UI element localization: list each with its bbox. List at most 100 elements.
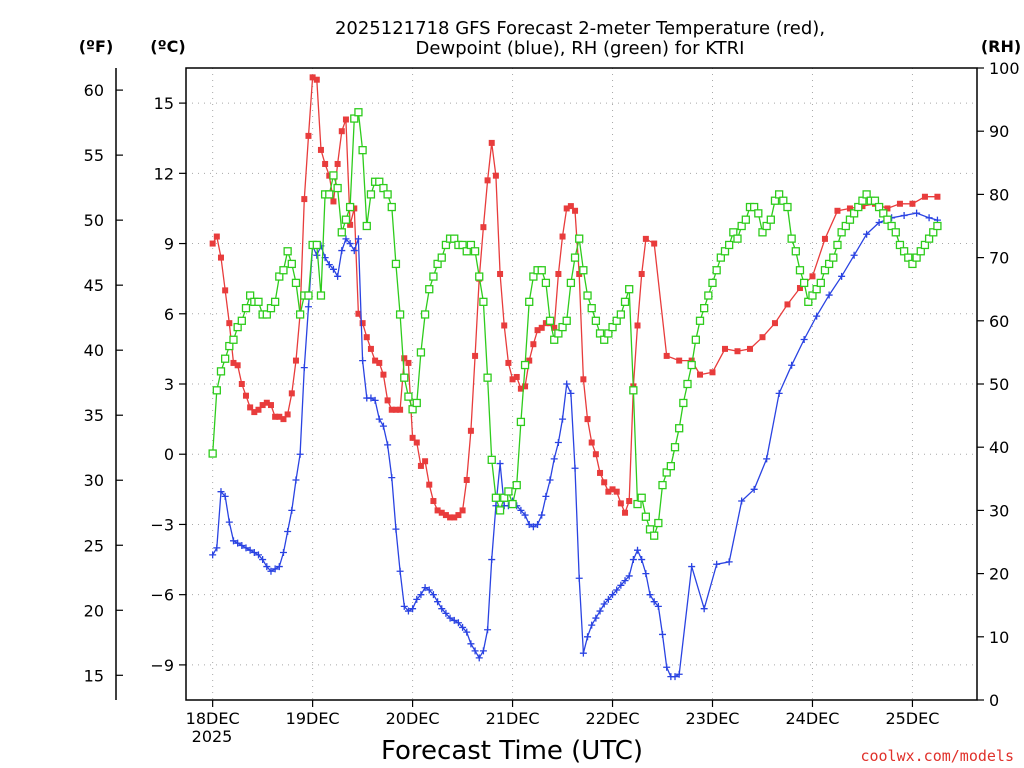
celsius-tick-label: −3: [150, 515, 174, 534]
rh-point: [666, 462, 675, 471]
rh-point: [841, 221, 850, 231]
rh-point: [554, 329, 563, 338]
dewpoint-point: [863, 230, 871, 238]
rh-point: [691, 335, 700, 344]
temperature-point: [417, 462, 424, 469]
rh-point: [616, 310, 626, 319]
temperature-point: [846, 205, 853, 212]
dewpoint-point: [738, 497, 746, 505]
rh-point: [683, 379, 692, 389]
dewpoint-point: [217, 488, 225, 496]
dewpoint-point: [475, 654, 483, 662]
rh-point: [375, 177, 384, 186]
rh-point: [812, 285, 821, 294]
temperature-point: [430, 498, 437, 505]
temperature-point: [534, 327, 541, 334]
dewpoint-point: [638, 556, 646, 564]
temperature-point: [617, 500, 624, 507]
dewpoint-point: [554, 439, 562, 447]
temperature-point: [426, 481, 433, 488]
dewpoint-point: [609, 591, 617, 599]
rh-point: [712, 266, 721, 275]
rh-point: [466, 240, 476, 250]
temperature-point: [330, 198, 337, 205]
rh-point: [437, 253, 446, 262]
fahrenheit-tick-label: 50: [84, 211, 104, 230]
dewpoint-point: [900, 211, 908, 219]
rh-point: [337, 228, 346, 237]
temperature-point: [638, 270, 645, 277]
rh-tick-label: 60: [989, 312, 1009, 331]
temperature-point: [784, 301, 791, 308]
rh-point: [824, 259, 834, 269]
temperature-point: [601, 479, 608, 486]
rh-point: [883, 215, 892, 224]
rh-point: [470, 247, 480, 256]
temperature-point: [230, 359, 237, 366]
dewpoint-point: [238, 542, 246, 550]
rh-point: [854, 202, 863, 212]
rh-point: [629, 386, 638, 395]
rh-point: [808, 291, 817, 300]
temperature-point: [634, 322, 641, 329]
rh-point: [537, 266, 546, 275]
fahrenheit-tick-label: 25: [84, 536, 104, 555]
temperature-point: [209, 240, 216, 247]
dewpoint-point: [234, 539, 242, 547]
temperature-point: [688, 357, 695, 364]
temperature-point: [309, 74, 316, 81]
dewpoint-point: [571, 464, 579, 472]
rh-point: [354, 108, 363, 117]
temperature-point: [934, 193, 941, 200]
temperature-point: [301, 196, 308, 203]
rh-point: [287, 259, 296, 269]
x-axis-year-label: 2025: [192, 727, 233, 746]
dewpoint-point: [413, 595, 421, 603]
dewpoint-point: [254, 551, 262, 559]
rh-point: [729, 228, 738, 237]
temperature-point: [555, 270, 562, 277]
temperature-point: [497, 270, 504, 277]
dewpoint-point: [359, 357, 367, 365]
rh-point: [545, 316, 555, 325]
temperature-point: [759, 334, 766, 341]
dewpoint-point: [209, 551, 217, 559]
rh-point: [487, 455, 496, 464]
rh-point: [495, 506, 505, 515]
temperature-point: [451, 514, 458, 521]
rh-point: [304, 291, 313, 300]
celsius-tick-label: 9: [164, 235, 174, 254]
temperature-point: [559, 233, 566, 240]
temperature-point: [247, 404, 254, 411]
rh-tick-label: 10: [989, 628, 1009, 647]
rh-point: [858, 196, 867, 205]
temperature-point: [588, 439, 595, 446]
temperature-point: [322, 160, 329, 167]
temperature-point: [522, 383, 529, 390]
dewpoint-point: [459, 623, 467, 631]
rh-point: [737, 221, 746, 231]
x-tick-label: 18DEC: [186, 709, 240, 728]
rh-point: [591, 316, 601, 325]
dewpoint-point: [334, 272, 342, 280]
dewpoint-point: [404, 607, 412, 615]
rh-point: [583, 291, 592, 300]
rh-point: [208, 449, 217, 458]
rh-point: [620, 297, 630, 306]
temperature-point: [255, 406, 262, 413]
rh-point: [291, 278, 301, 288]
temperature-point: [697, 371, 704, 378]
rh-point: [795, 266, 805, 275]
rh-point: [904, 253, 913, 262]
dewpoint-point: [275, 563, 283, 571]
dewpoint-point: [292, 476, 300, 484]
dewpoint-point: [417, 591, 425, 599]
celsius-tick-label: 0: [164, 445, 174, 464]
rh-point: [400, 373, 409, 382]
dewpoint-point: [596, 607, 604, 615]
rh-point: [237, 316, 246, 325]
dewpoint-point: [350, 247, 358, 255]
rh-point: [895, 240, 905, 250]
x-axis-title: Forecast Time (UTC): [381, 736, 643, 766]
rh-point: [754, 209, 763, 218]
